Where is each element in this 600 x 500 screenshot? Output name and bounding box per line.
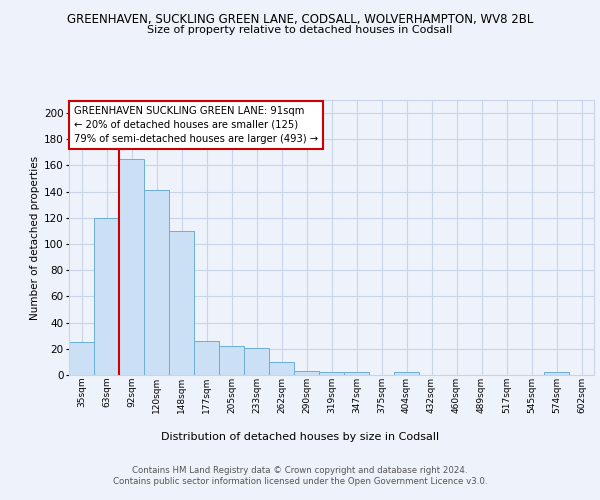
Bar [294, 371, 319, 375]
Text: Distribution of detached houses by size in Codsall: Distribution of detached houses by size … [161, 432, 439, 442]
Bar [544, 372, 569, 375]
Text: Contains public sector information licensed under the Open Government Licence v3: Contains public sector information licen… [113, 478, 487, 486]
Bar [269, 362, 294, 375]
Bar [319, 372, 344, 375]
Bar [219, 346, 244, 375]
Bar [119, 159, 144, 375]
Bar [394, 372, 419, 375]
Text: GREENHAVEN, SUCKLING GREEN LANE, CODSALL, WOLVERHAMPTON, WV8 2BL: GREENHAVEN, SUCKLING GREEN LANE, CODSALL… [67, 12, 533, 26]
Text: Size of property relative to detached houses in Codsall: Size of property relative to detached ho… [148, 25, 452, 35]
Text: GREENHAVEN SUCKLING GREEN LANE: 91sqm
← 20% of detached houses are smaller (125): GREENHAVEN SUCKLING GREEN LANE: 91sqm ← … [74, 106, 319, 144]
Bar [169, 231, 194, 375]
Text: Contains HM Land Registry data © Crown copyright and database right 2024.: Contains HM Land Registry data © Crown c… [132, 466, 468, 475]
Y-axis label: Number of detached properties: Number of detached properties [29, 156, 40, 320]
Bar [69, 342, 94, 375]
Bar [144, 190, 169, 375]
Bar [344, 372, 369, 375]
Bar [194, 341, 219, 375]
Bar [244, 348, 269, 375]
Bar [94, 218, 119, 375]
